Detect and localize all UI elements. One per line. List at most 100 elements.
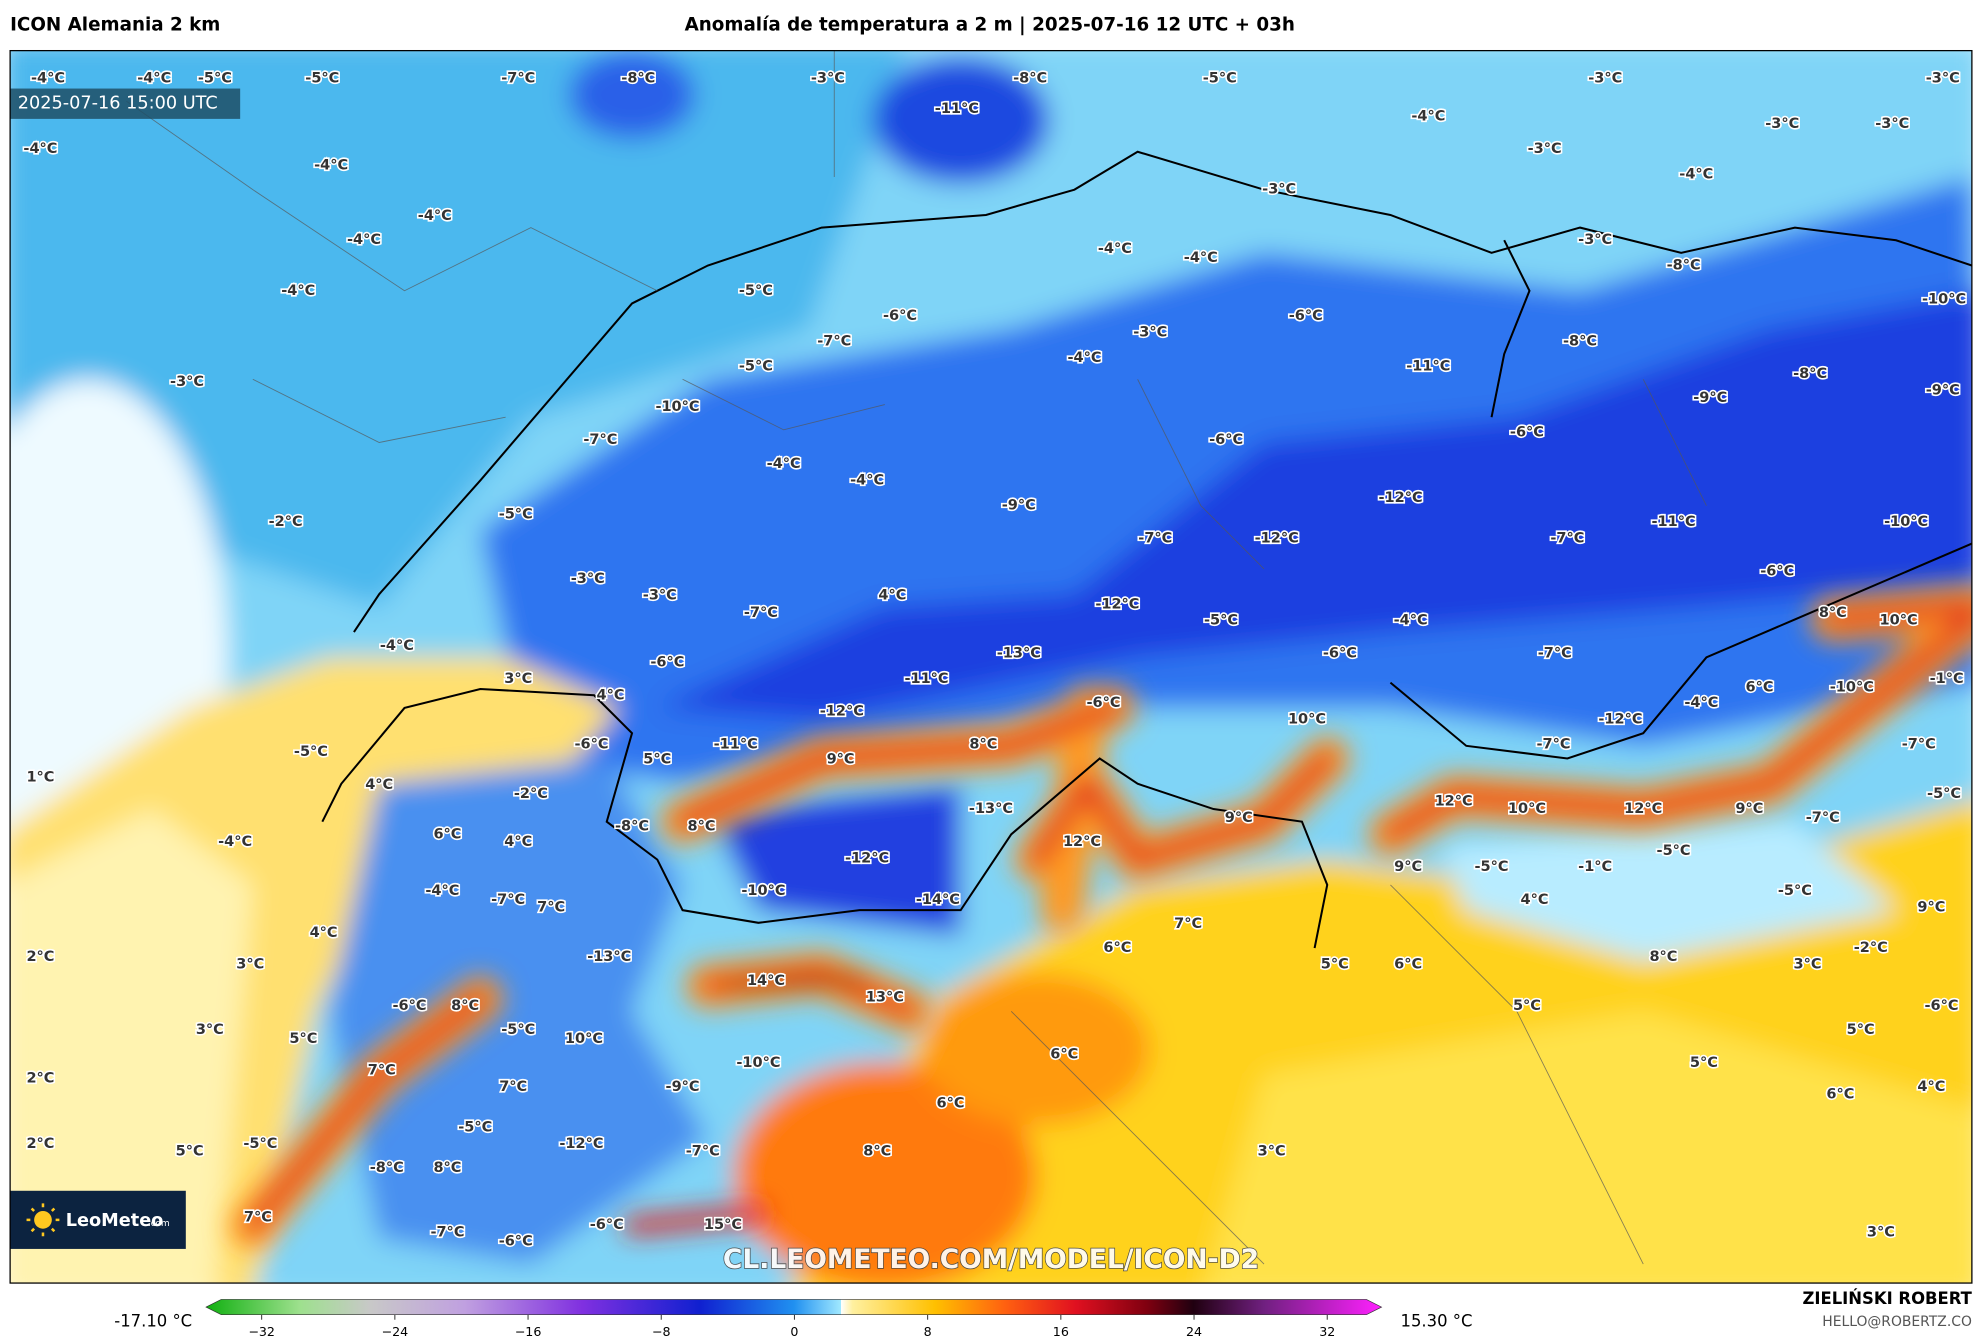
temperature-label: 6°C: [1394, 957, 1422, 973]
temperature-label: -2°C: [269, 514, 303, 530]
temperature-label: 4°C: [1917, 1079, 1945, 1095]
temperature-label: 3°C: [236, 957, 264, 973]
temperature-label: -4°C: [1068, 350, 1102, 366]
credit-contact: HELLO@ROBERTZ.CO: [1822, 1314, 1972, 1330]
temperature-label: -9°C: [1002, 498, 1036, 514]
temperature-label: -7°C: [817, 333, 851, 349]
temperature-label: -6°C: [1289, 308, 1323, 324]
temperature-label: -9°C: [666, 1079, 700, 1095]
temperature-label: 15°C: [704, 1217, 742, 1233]
temperature-label: -7°C: [430, 1224, 464, 1240]
temperature-label: -3°C: [1875, 116, 1909, 132]
temperature-label: -7°C: [1538, 646, 1572, 662]
temperature-label: 10°C: [1508, 801, 1546, 817]
temperature-label: -7°C: [1550, 531, 1584, 547]
temperature-label: -5°C: [499, 507, 533, 523]
temperature-label: 5°C: [289, 1031, 317, 1047]
temperature-label: 8°C: [863, 1144, 891, 1160]
temperature-label: -7°C: [1536, 737, 1570, 753]
temperature-label: -4°C: [281, 283, 315, 299]
temperature-label: -12°C: [1255, 531, 1299, 547]
temperature-label: -14°C: [916, 892, 960, 908]
temperature-label: -4°C: [347, 232, 381, 248]
temperature-label: -3°C: [643, 587, 677, 603]
temperature-label: 2°C: [26, 949, 54, 965]
temperature-label: 9°C: [1394, 859, 1422, 875]
temperature-label: 2°C: [26, 1136, 54, 1152]
temperature-label: -10°C: [741, 883, 785, 899]
temperature-label: 8°C: [451, 998, 479, 1014]
temperature-label: -4°C: [418, 208, 452, 224]
temperature-label: 5°C: [643, 752, 671, 768]
temperature-label: 5°C: [1690, 1055, 1718, 1071]
temperature-label: -6°C: [1209, 432, 1243, 448]
temperature-label: -3°C: [1262, 182, 1296, 198]
temperature-label: -9°C: [1693, 390, 1727, 406]
temperature-label: -7°C: [744, 605, 778, 621]
temperature-label: -4°C: [1411, 108, 1445, 124]
temperature-label: 4°C: [310, 925, 338, 941]
temperature-label: -4°C: [1098, 241, 1132, 257]
temperature-label: 5°C: [176, 1144, 204, 1160]
temperature-label: 4°C: [365, 777, 393, 793]
temperature-label: -10°C: [1922, 292, 1966, 308]
temperature-label: -12°C: [820, 704, 864, 720]
colorbar-tick-label: 0: [790, 1324, 798, 1339]
temperature-label: -7°C: [1902, 737, 1936, 753]
temperature-label: -5°C: [1204, 613, 1238, 629]
temperature-label: -4°C: [850, 472, 884, 488]
temperature-label: 3°C: [1867, 1224, 1895, 1240]
temperature-label: -4°C: [23, 141, 57, 157]
temperature-label: 8°C: [1819, 605, 1847, 621]
temperature-label: 6°C: [433, 826, 461, 842]
temperature-label: 3°C: [1258, 1144, 1286, 1160]
temperature-label: -6°C: [1323, 646, 1357, 662]
temperature-label: -1°C: [1930, 671, 1964, 687]
temperature-label: 12°C: [1063, 834, 1101, 850]
temperature-label: -5°C: [739, 283, 773, 299]
temperature-label: -4°C: [31, 70, 65, 86]
colorbar-tick-label: −32: [248, 1324, 275, 1339]
temperature-label: -5°C: [501, 1022, 535, 1038]
temperature-label: 5°C: [1321, 957, 1349, 973]
temperature-label: 9°C: [1917, 900, 1945, 916]
temperature-label: 8°C: [969, 737, 997, 753]
temperature-label: -5°C: [1778, 883, 1812, 899]
temperature-label: 8°C: [1649, 949, 1677, 965]
temperature-label: -3°C: [170, 374, 204, 390]
colorbar-tick-label: 8: [924, 1324, 932, 1339]
temperature-label: 7°C: [499, 1079, 527, 1095]
temperature-label: -13°C: [587, 949, 631, 965]
temperature-label: -4°C: [137, 70, 171, 86]
temperature-label: 3°C: [504, 671, 532, 687]
temperature-label: -10°C: [736, 1055, 780, 1071]
temperature-label: 10°C: [565, 1031, 603, 1047]
temperature-label: -10°C: [1884, 514, 1928, 530]
temperature-label: -8°C: [1563, 333, 1597, 349]
temperature-label: -6°C: [499, 1233, 533, 1249]
temperature-label: -8°C: [1013, 70, 1047, 86]
temperature-label: -6°C: [575, 737, 609, 753]
temperature-label: 6°C: [1826, 1087, 1854, 1103]
logo-suffix: .com: [148, 1219, 170, 1229]
temperature-label: -3°C: [1588, 70, 1622, 86]
temperature-label: -11°C: [714, 737, 758, 753]
temperature-label: -7°C: [491, 892, 525, 908]
temperature-label: 2°C: [26, 1070, 54, 1086]
temperature-label: -4°C: [218, 834, 252, 850]
colorbar-tick-label: −24: [382, 1324, 409, 1339]
temperature-label: -10°C: [1830, 680, 1874, 696]
temperature-label: -6°C: [590, 1217, 624, 1233]
temperature-label: -6°C: [883, 308, 917, 324]
temperature-label: -3°C: [1133, 325, 1167, 341]
temperature-label: -4°C: [1184, 250, 1218, 266]
temperature-label: -5°C: [1475, 859, 1509, 875]
temperature-label: 7°C: [368, 1063, 396, 1079]
temperature-label: -5°C: [739, 359, 773, 375]
map: -4°C -4°C -5°C -5°C -7°C -8°C -3°C -8°C -11°C -5°…: [10, 50, 1972, 1284]
colorbar-tick-label: 24: [1186, 1324, 1202, 1339]
timestamp-box: [10, 88, 241, 119]
temperature-label: -8°C: [370, 1160, 404, 1176]
temperature-label: -6°C: [1510, 424, 1544, 440]
colorbar-max: 15.30 °C: [1401, 1312, 1473, 1331]
